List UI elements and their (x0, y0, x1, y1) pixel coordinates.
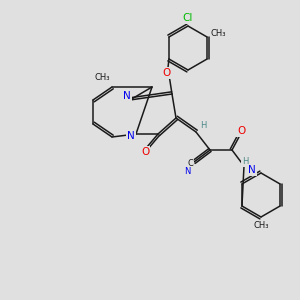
Text: CH₃: CH₃ (253, 221, 269, 230)
Text: O: O (141, 147, 149, 157)
Text: N: N (127, 131, 135, 141)
Text: H: H (200, 122, 206, 130)
Text: O: O (163, 68, 171, 78)
Text: C: C (187, 160, 193, 169)
Text: N: N (184, 167, 190, 176)
Text: O: O (237, 126, 245, 136)
Text: CH₃: CH₃ (94, 73, 110, 82)
Text: N: N (123, 91, 131, 101)
Text: N: N (248, 165, 256, 175)
Text: H: H (242, 158, 248, 166)
Text: Cl: Cl (183, 13, 193, 23)
Text: CH₃: CH₃ (210, 28, 226, 38)
